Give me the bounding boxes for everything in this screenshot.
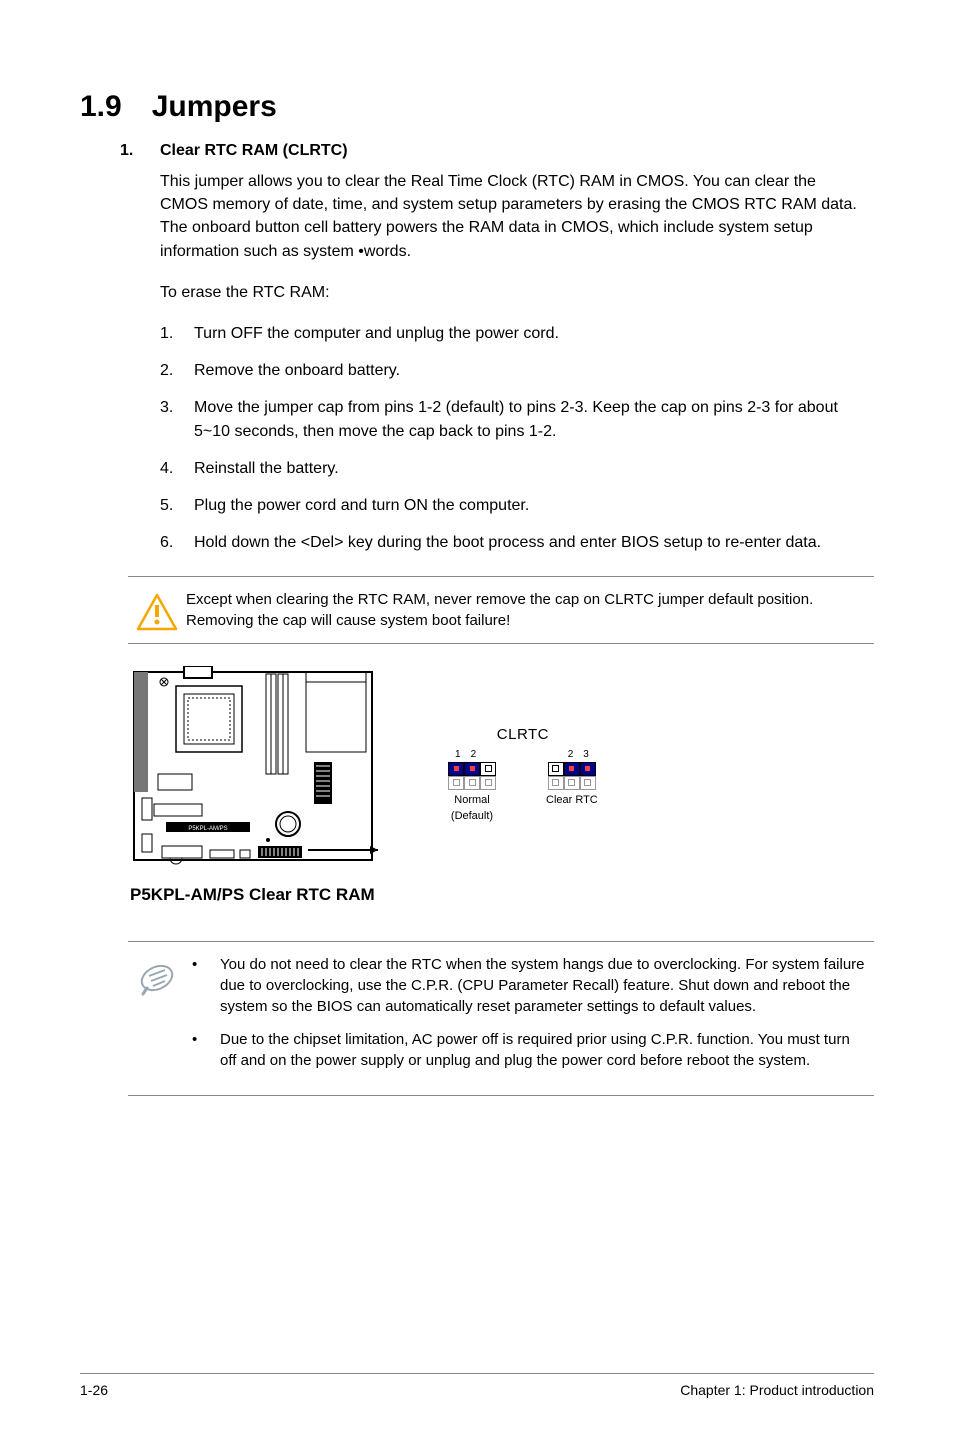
note-item-1: •You do not need to clear the RTC when t…	[186, 954, 868, 1017]
step-3: 3.Move the jumper cap from pins 1-2 (def…	[160, 396, 874, 442]
step-num: 1.	[160, 322, 194, 345]
pin-num: 1	[455, 749, 461, 760]
step-num: 2.	[160, 359, 194, 382]
pin-1-open	[548, 762, 564, 776]
warning-callout: Except when clearing the RTC RAM, never …	[128, 576, 874, 644]
item-label: Clear RTC RAM (CLRTC)	[160, 142, 348, 160]
step-text: Reinstall the battery.	[194, 457, 874, 480]
pin-2-filled	[564, 762, 580, 776]
diagram-caption: P5KPL-AM/PS Clear RTC RAM	[130, 885, 874, 905]
board-label-text: P5KPL-AM/PS	[188, 826, 227, 832]
pin-shadow	[464, 776, 480, 790]
step-6: 6.Hold down the <Del> key during the boo…	[160, 531, 874, 554]
jumper-clear: 23 Clear RTC	[546, 749, 598, 822]
jumper-diagram: CLRTC 12 Normal (Default)	[448, 726, 598, 822]
page-footer: 1-26 Chapter 1: Product introduction	[80, 1373, 874, 1398]
jumper-normal: 12 Normal (Default)	[448, 749, 496, 822]
pin-3-open	[480, 762, 496, 776]
step-text: Move the jumper cap from pins 1-2 (defau…	[194, 396, 874, 442]
item-para-1: This jumper allows you to clear the Real…	[160, 170, 864, 263]
clrtc-label: CLRTC	[448, 726, 598, 743]
pin-shadow	[564, 776, 580, 790]
step-num: 6.	[160, 531, 194, 554]
step-1: 1.Turn OFF the computer and unplug the p…	[160, 322, 874, 345]
page-number: 1-26	[80, 1382, 108, 1398]
step-2: 2.Remove the onboard battery.	[160, 359, 874, 382]
warning-text: Except when clearing the RTC RAM, never …	[186, 589, 874, 631]
section-title: 1.9 Jumpers	[80, 90, 874, 124]
bullet-icon: •	[186, 954, 220, 1017]
pin-num: 2	[568, 749, 574, 760]
pin-2-filled	[464, 762, 480, 776]
item-number: 1.	[120, 142, 160, 160]
pin-shadow	[580, 776, 596, 790]
step-5: 5.Plug the power cord and turn ON the co…	[160, 494, 874, 517]
motherboard-diagram: P5KPL-AM/PS	[128, 666, 388, 881]
clear-label: Clear RTC	[546, 794, 598, 806]
note-icon	[128, 954, 186, 998]
step-num: 5.	[160, 494, 194, 517]
pin-num: 3	[583, 749, 589, 760]
pin-shadow	[480, 776, 496, 790]
pin-1-filled	[448, 762, 464, 776]
chapter-title: Chapter 1: Product introduction	[680, 1382, 874, 1398]
bullet-icon: •	[186, 1029, 220, 1071]
step-text: Turn OFF the computer and unplug the pow…	[194, 322, 874, 345]
pin-num: 2	[471, 749, 477, 760]
note-item-2: •Due to the chipset limitation, AC power…	[186, 1029, 868, 1071]
default-label: (Default)	[451, 810, 493, 822]
warning-icon	[128, 589, 186, 631]
note-text: Due to the chipset limitation, AC power …	[220, 1029, 868, 1071]
step-text: Remove the onboard battery.	[194, 359, 874, 382]
item-body: This jumper allows you to clear the Real…	[160, 170, 864, 304]
step-text: Hold down the <Del> key during the boot …	[194, 531, 874, 554]
step-4: 4.Reinstall the battery.	[160, 457, 874, 480]
pin-shadow	[448, 776, 464, 790]
note-text: You do not need to clear the RTC when th…	[220, 954, 868, 1017]
step-num: 4.	[160, 457, 194, 480]
item-para-2: To erase the RTC RAM:	[160, 281, 864, 304]
step-text: Plug the power cord and turn ON the comp…	[194, 494, 874, 517]
step-num: 3.	[160, 396, 194, 442]
diagram-row: P5KPL-AM/PS CLRTC 12	[128, 666, 874, 881]
note-callout: •You do not need to clear the RTC when t…	[128, 941, 874, 1096]
pin-3-filled	[580, 762, 596, 776]
pin-shadow	[548, 776, 564, 790]
normal-label: Normal	[454, 794, 489, 806]
jumper-item-header: 1. Clear RTC RAM (CLRTC)	[120, 142, 874, 160]
step-list: 1.Turn OFF the computer and unplug the p…	[160, 322, 874, 554]
